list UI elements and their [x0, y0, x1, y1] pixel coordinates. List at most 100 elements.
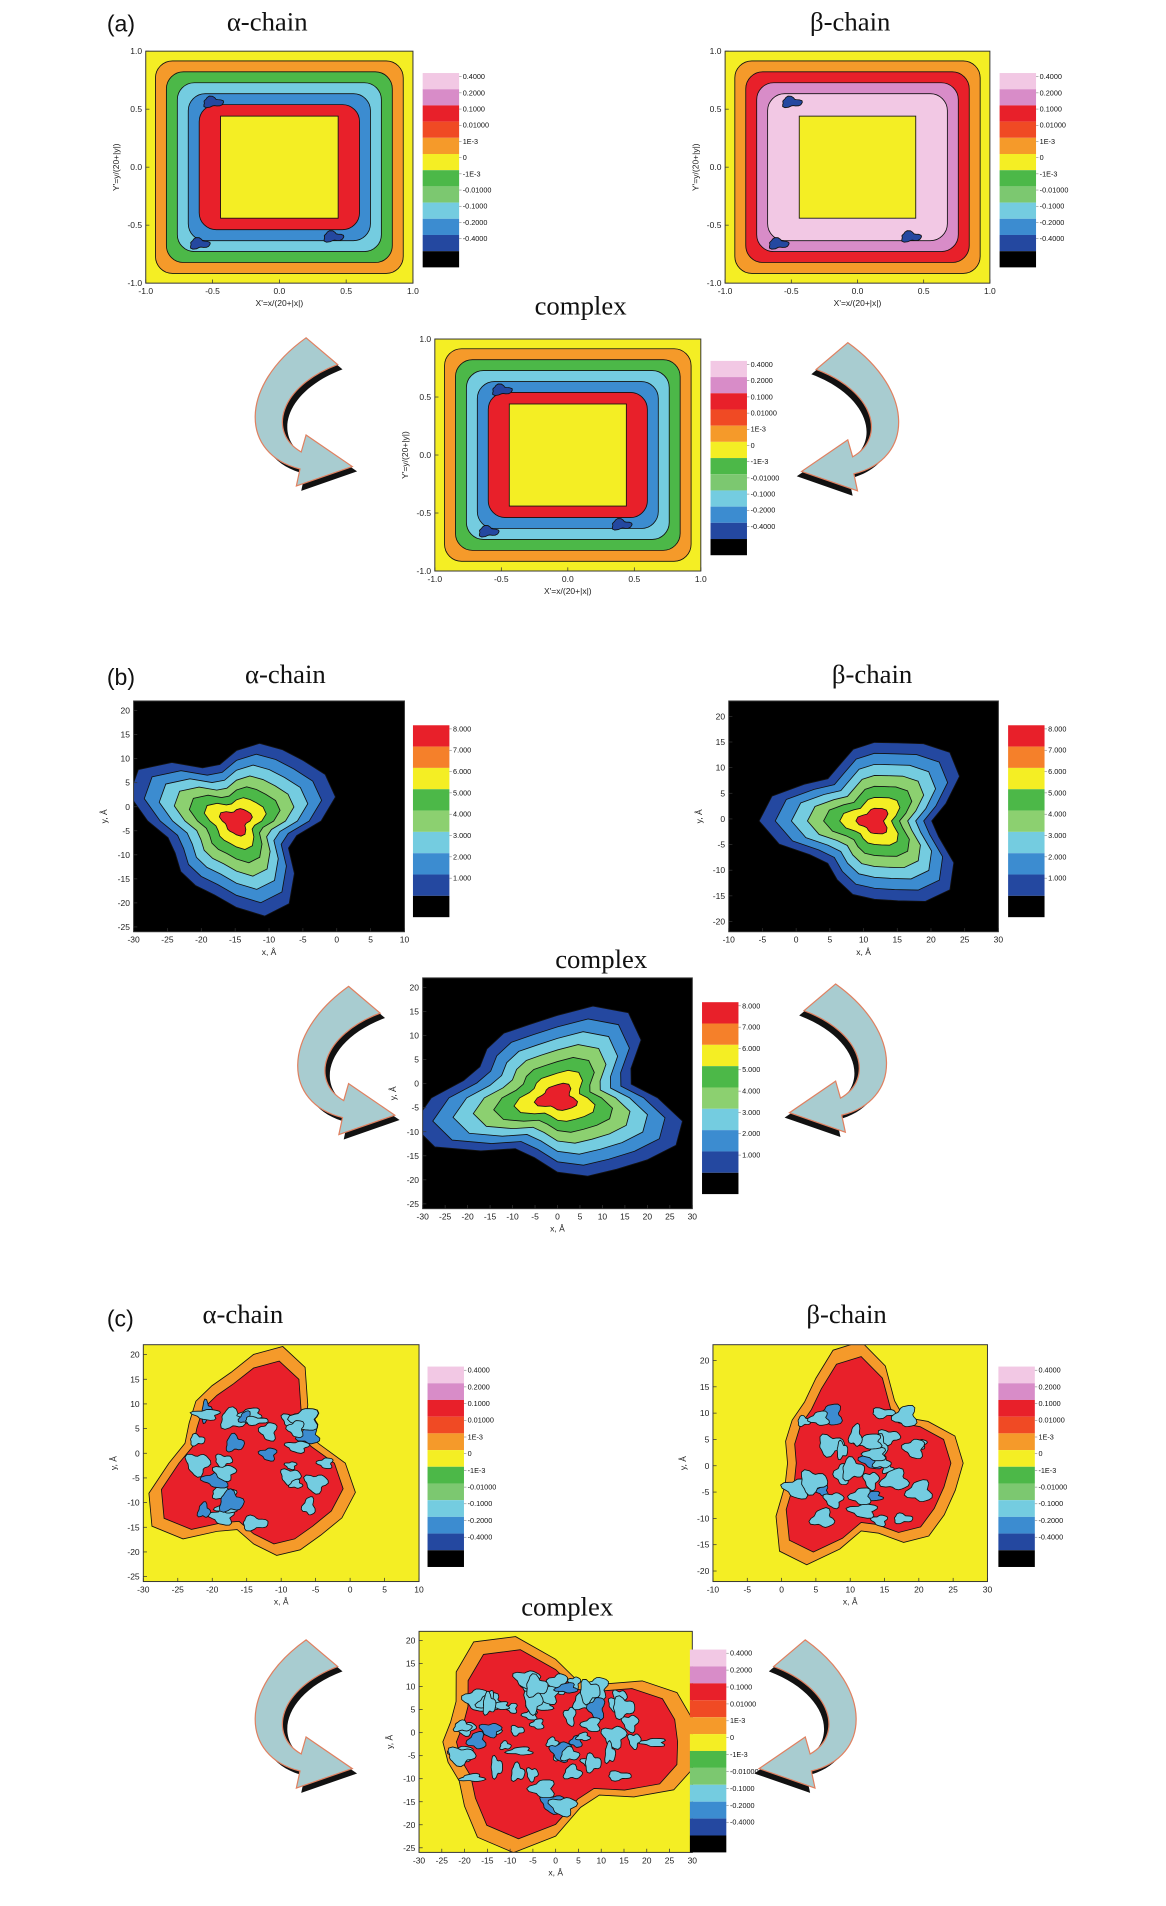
- colorbar-label: 7.000: [453, 746, 471, 755]
- contour-plot: -30-25-20-15-10-5051015202530-25-20-15-1…: [384, 1592, 758, 1878]
- x-tick-label: 5: [576, 1855, 581, 1865]
- arrow: [298, 986, 400, 1139]
- colorbar-label: 7.000: [1048, 746, 1066, 755]
- x-tick-label: 25: [948, 1584, 958, 1594]
- x-axis-label: x, Å: [856, 947, 871, 957]
- colorbar-label: 0.1000: [1038, 1399, 1060, 1408]
- contour-region: [799, 116, 916, 218]
- colorbar-swatch: [690, 1666, 726, 1683]
- colorbar-swatch: [423, 235, 459, 251]
- y-tick-label: -10: [118, 850, 131, 860]
- colorbar-label: -0.4000: [468, 1533, 493, 1542]
- x-axis-label: x, Å: [262, 947, 277, 957]
- colorbar-swatch: [690, 1802, 726, 1819]
- y-tick-label: -20: [127, 1547, 140, 1557]
- y-tick-label: 1.0: [130, 46, 142, 56]
- colorbar-label: -0.2000: [468, 1516, 493, 1525]
- x-tick-label: 10: [596, 1855, 606, 1865]
- colorbar-label: 1E-3: [730, 1716, 745, 1725]
- x-tick-label: -5: [759, 935, 767, 945]
- y-tick-label: 10: [130, 1399, 140, 1409]
- colorbar-swatch: [423, 186, 459, 202]
- colorbar-label: -1E-3: [1040, 169, 1058, 178]
- colorbar-swatch: [428, 1534, 464, 1551]
- colorbar-swatch: [1008, 853, 1044, 874]
- plot-area: [713, 1341, 987, 1581]
- y-tick-label: 0.5: [130, 104, 142, 114]
- colorbar-swatch: [1008, 747, 1044, 768]
- colorbar-swatch: [428, 1550, 464, 1567]
- y-tick-label: -25: [127, 1572, 140, 1582]
- y-tick-label: 0.0: [419, 450, 431, 460]
- x-tick-label: -10: [506, 1212, 519, 1222]
- x-tick-label: 15: [619, 1855, 629, 1865]
- colorbar-label: 4.000: [453, 810, 471, 819]
- colorbar-swatch: [690, 1717, 726, 1734]
- y-axis-label: y, Å: [694, 809, 704, 823]
- colorbar-swatch: [998, 1367, 1034, 1384]
- y-tick-label: -1.0: [417, 566, 432, 576]
- x-tick-label: -30: [127, 935, 140, 945]
- x-tick-label: 5: [814, 1584, 819, 1594]
- y-tick-label: 5: [411, 1705, 416, 1715]
- colorbar-label: 0: [751, 441, 755, 450]
- x-tick-label: -15: [229, 935, 242, 945]
- x-tick-label: 5: [827, 935, 832, 945]
- x-tick-label: 15: [880, 1584, 890, 1594]
- colorbar-swatch: [1008, 725, 1044, 746]
- colorbar-label: 7.000: [742, 1023, 760, 1032]
- y-tick-label: -20: [118, 898, 131, 908]
- colorbar-swatch: [1008, 896, 1044, 917]
- y-tick-label: 0.0: [130, 162, 142, 172]
- colorbar-label: -0.01000: [751, 473, 780, 482]
- colorbar-swatch: [428, 1483, 464, 1500]
- x-tick-label: -20: [461, 1212, 474, 1222]
- colorbar-label: 2.000: [1048, 852, 1066, 861]
- x-tick-label: 30: [994, 935, 1004, 945]
- y-tick-label: -15: [407, 1151, 420, 1161]
- colorbar-label: 0.4000: [468, 1366, 490, 1375]
- colorbar-swatch: [702, 1173, 738, 1194]
- colorbar-label: 0.4000: [751, 360, 773, 369]
- colorbar-label: 1E-3: [1038, 1432, 1053, 1441]
- y-tick-label: -15: [697, 1540, 710, 1550]
- colorbar-label: 0.4000: [463, 72, 485, 81]
- colorbar-label: 1.000: [453, 874, 471, 883]
- x-axis-label: x, Å: [550, 1224, 565, 1234]
- y-tick-label: 15: [410, 1007, 420, 1017]
- colorbar-swatch: [690, 1700, 726, 1717]
- panel-label: (a): [107, 11, 135, 37]
- colorbar-swatch: [413, 832, 449, 853]
- colorbar-label: 0.01000: [730, 1699, 756, 1708]
- y-tick-label: -20: [713, 917, 726, 927]
- colorbar-swatch: [423, 154, 459, 170]
- colorbar-label: 1E-3: [468, 1432, 483, 1441]
- y-tick-label: 15: [716, 737, 726, 747]
- arrow: [255, 1640, 357, 1793]
- colorbar-label: 1E-3: [751, 425, 766, 434]
- colorbar-swatch: [423, 203, 459, 219]
- arrow: [797, 343, 899, 496]
- colorbar-swatch: [690, 1785, 726, 1802]
- colorbar-swatch: [423, 73, 459, 89]
- colorbar-swatch: [711, 507, 747, 523]
- colorbar-label: -0.1000: [1038, 1499, 1063, 1508]
- y-tick-label: 20: [406, 1636, 416, 1646]
- colorbar-label: 6.000: [1048, 767, 1066, 776]
- colorbar-label: 3.000: [453, 831, 471, 840]
- colorbar-swatch: [428, 1450, 464, 1467]
- y-axis-label: Y'=y/(20+|y|): [111, 143, 121, 191]
- x-tick-label: 20: [926, 935, 936, 945]
- colorbar-label: 2.000: [742, 1129, 760, 1138]
- colorbar-label: 1E-3: [463, 137, 478, 146]
- colorbar-swatch: [428, 1400, 464, 1417]
- colorbar-swatch: [690, 1819, 726, 1836]
- colorbar-label: 0.1000: [730, 1682, 752, 1691]
- colorbar-swatch: [423, 122, 459, 138]
- y-tick-label: -5: [718, 840, 726, 850]
- colorbar-swatch: [711, 539, 747, 555]
- x-tick-label: 0: [348, 1584, 353, 1594]
- colorbar-swatch: [702, 1045, 738, 1066]
- colorbar-label: 0.01000: [1038, 1416, 1064, 1425]
- plot-area: [143, 1345, 419, 1582]
